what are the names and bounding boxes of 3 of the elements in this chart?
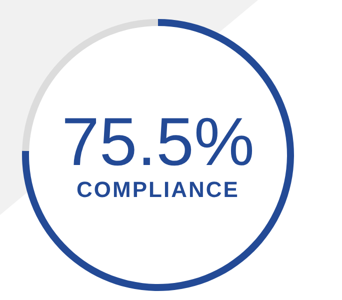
text: COMPLIANCE — [76, 177, 240, 202]
donut-slice — [22, 19, 294, 291]
data-label: 75.5% — [62, 104, 254, 180]
